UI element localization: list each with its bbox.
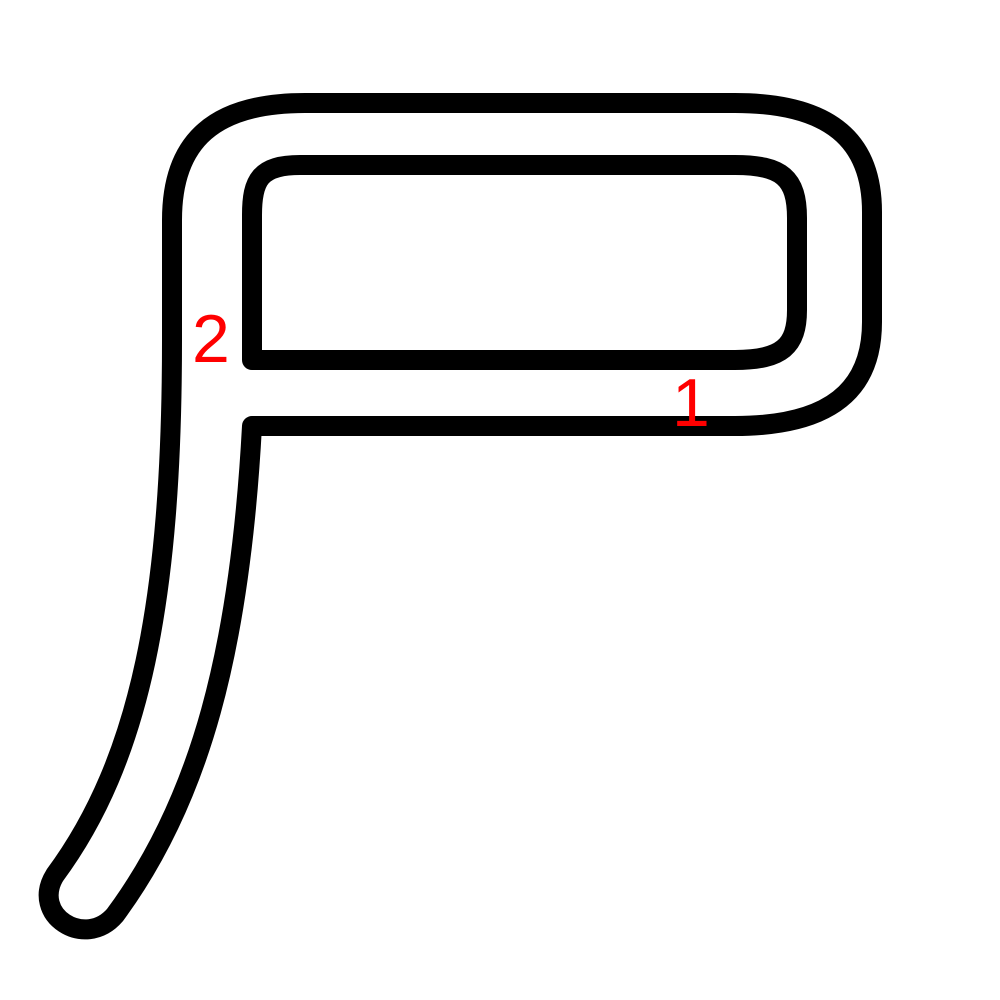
glyph-outline <box>38 93 882 940</box>
outer-outline <box>38 93 882 940</box>
stroke-number-2: 2 <box>192 301 230 377</box>
stroke-number-1: 1 <box>672 365 710 441</box>
inner-counter <box>242 155 807 370</box>
